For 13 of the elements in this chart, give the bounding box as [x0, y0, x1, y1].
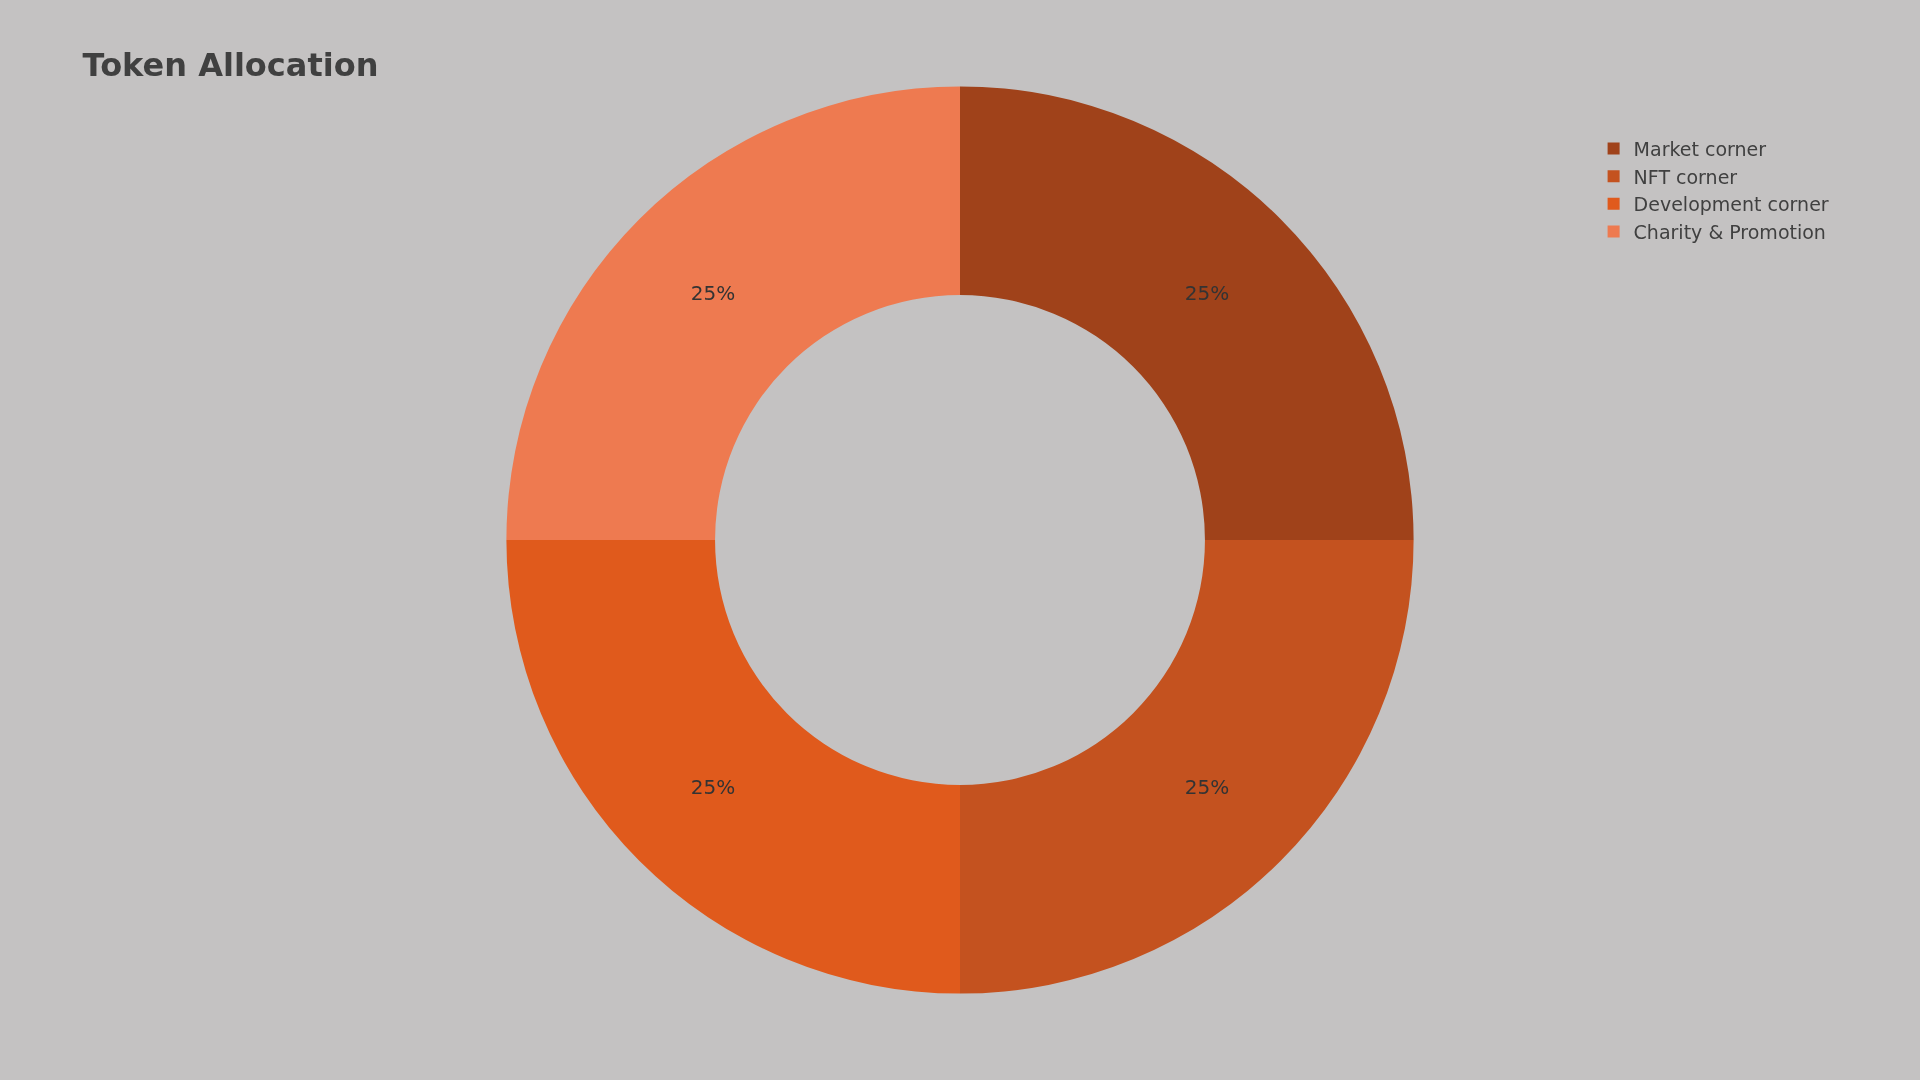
- donut-slice: [960, 86, 1414, 540]
- data-label: 25%: [690, 281, 736, 306]
- legend-label: Development corner: [1633, 193, 1829, 216]
- data-label: 25%: [690, 774, 736, 799]
- legend-label: Charity & Promotion: [1633, 220, 1826, 243]
- data-label: 25%: [1184, 281, 1230, 306]
- donut-slice: [506, 86, 960, 540]
- donut-slice: [960, 540, 1414, 994]
- legend-label: NFT corner: [1633, 165, 1738, 188]
- data-label: 25%: [1184, 774, 1230, 799]
- text: Token Allocation: [82, 46, 379, 85]
- legend-label: Market corner: [1633, 137, 1767, 160]
- donut-slice: [506, 540, 960, 994]
